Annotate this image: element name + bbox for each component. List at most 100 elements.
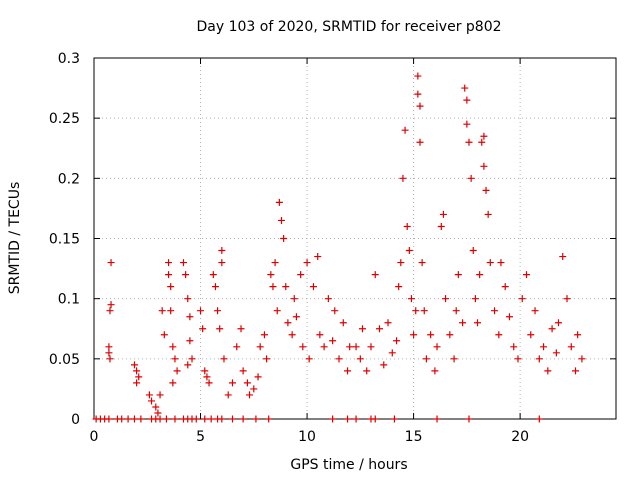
data-point [397,259,405,267]
data-point [167,283,175,291]
data-point [405,247,413,255]
data-point [416,138,424,146]
data-point [156,415,164,423]
data-point [480,162,488,170]
data-point [463,120,471,128]
data-point [203,373,211,381]
data-point [344,415,352,423]
data-point [465,138,473,146]
data-point [450,355,458,363]
data-point [344,367,352,375]
data-point [260,331,268,339]
data-point [459,319,467,327]
data-point [284,319,292,327]
data-point [171,355,179,363]
data-point [486,259,494,267]
data-point [105,343,113,351]
data-point [303,259,311,267]
data-point [169,343,177,351]
data-point [305,355,313,363]
y-tick-label: 0.1 [58,292,80,308]
data-point [523,271,531,279]
data-point [540,343,548,351]
data-point [106,355,114,363]
data-point [410,331,418,339]
data-point [271,259,279,267]
data-point [267,271,275,279]
data-point [214,307,222,315]
data-point [160,331,168,339]
data-point [572,367,580,375]
data-point [367,343,375,351]
data-point [314,253,322,261]
data-point [531,307,539,315]
data-point [548,325,556,333]
data-point [216,325,224,333]
data-point [559,253,567,261]
data-point [491,307,499,315]
data-point [376,325,384,333]
data-point [393,337,401,345]
data-point [130,415,138,423]
data-point [148,397,156,405]
data-point [228,379,236,387]
data-point [209,271,217,279]
data-point [320,343,328,351]
data-point [211,283,219,291]
data-point [184,295,192,303]
data-point [554,319,562,327]
data-point [290,295,298,303]
data-point [130,361,138,369]
data-point [431,367,439,375]
data-point [505,313,513,321]
data-point [331,307,339,315]
y-tick-label: 0 [71,412,80,428]
data-point [288,331,296,339]
data-point [107,259,115,267]
data-point [297,271,305,279]
data-point [316,331,324,339]
data-point [567,343,575,351]
chart-title: Day 103 of 2020, SRMTID for receiver p80… [196,19,501,35]
data-point [237,325,245,333]
data-point [433,343,441,351]
data-point [329,337,337,345]
data-point [518,295,526,303]
data-point [233,343,241,351]
data-point [329,415,337,423]
data-point [228,415,236,423]
data-point [265,415,273,423]
data-point [474,319,482,327]
data-point [471,295,479,303]
data-point [439,210,447,218]
data-point [535,415,543,423]
data-point [335,355,343,363]
data-point [412,307,420,315]
data-point [173,367,181,375]
data-point [273,307,281,315]
x-tick-label: 10 [298,429,316,445]
data-point [106,307,114,315]
data-point [239,367,247,375]
data-point [169,379,177,387]
data-point [463,96,471,104]
data-point [478,138,486,146]
data-point [107,301,115,309]
data-point [135,373,143,381]
data-point [535,355,543,363]
data-point [407,295,415,303]
data-point [205,379,213,387]
data-point [218,247,226,255]
data-point [371,271,379,279]
data-point [544,367,552,375]
data-point [346,343,354,351]
data-point [401,126,409,134]
data-point [414,90,422,98]
data-point [250,385,258,393]
data-point [165,271,173,279]
data-point [461,84,469,92]
data-point [186,337,194,345]
data-point [162,415,170,423]
data-point [256,343,264,351]
y-ticks: 0 0.05 0.1 0.15 0.2 0.25 0.3 [49,51,616,428]
